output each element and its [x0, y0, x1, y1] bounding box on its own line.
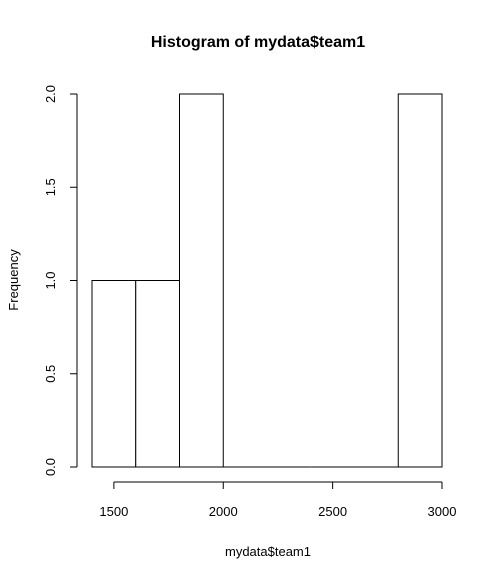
- y-tick-label: 0.0: [43, 458, 58, 476]
- x-tick-label: 1500: [99, 504, 128, 519]
- y-axis: 0.0 0.5 1.0 1.5 2.0: [43, 85, 78, 476]
- histogram-bar-2: [179, 93, 224, 468]
- y-tick-label: 1.0: [43, 271, 58, 289]
- x-tick-label: 3000: [428, 504, 457, 519]
- y-tick-label: 1.5: [43, 178, 58, 196]
- y-tick-label: 0.5: [43, 365, 58, 383]
- x-tick-label: 2500: [318, 504, 347, 519]
- histogram-bar-0: [91, 280, 137, 468]
- histogram-bar-1: [135, 280, 180, 468]
- x-axis-label: mydata$team1: [225, 544, 311, 559]
- y-tick-label: 2.0: [43, 85, 58, 103]
- histogram-bar-7: [397, 93, 443, 468]
- chart-title: Histogram of mydata$team1: [151, 34, 365, 51]
- bars-group: [91, 93, 443, 468]
- y-axis-label: Frequency: [6, 249, 21, 311]
- x-axis: 1500 2000 2500 3000: [99, 481, 457, 519]
- x-tick-label: 2000: [209, 504, 238, 519]
